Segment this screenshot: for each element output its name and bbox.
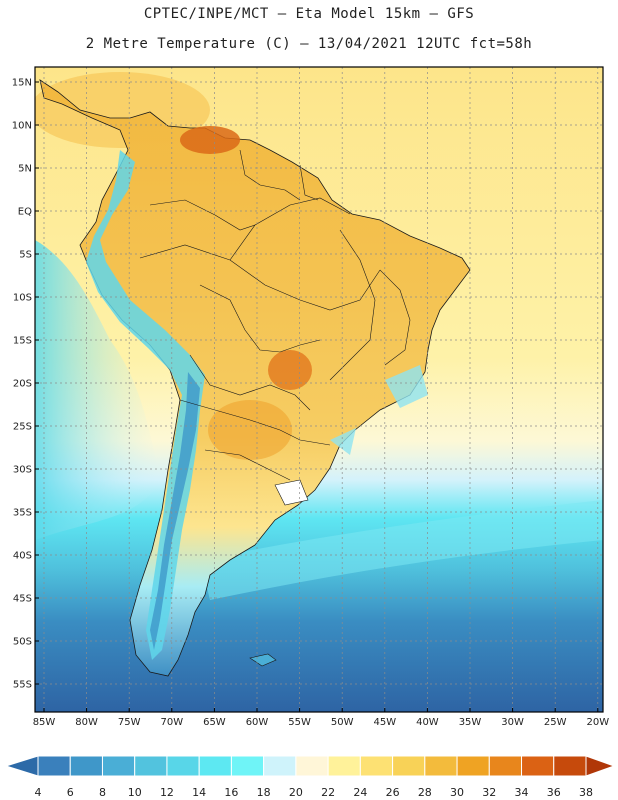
lon-label: 20W [586,717,609,728]
colorbar-label: 30 [450,786,464,799]
lon-label: 80W [75,717,98,728]
colorbar-swatch [488,755,523,777]
colorbar-swatch [166,755,200,777]
lat-label: 35S [13,508,32,519]
atlantic-band [200,500,603,600]
colorbar-swatch [456,755,490,777]
colorbar-label: 36 [547,786,561,799]
colorbar-swatch [69,755,103,777]
lat-label: 25S [13,422,32,433]
colorbar [4,755,616,777]
colorbar-label: 18 [257,786,271,799]
lat-label: EQ [18,207,32,218]
hotspot-pantanal [268,350,312,390]
lat-label: 5N [18,164,32,175]
lon-label: 25W [544,717,567,728]
lat-label: 10N [12,121,32,132]
colorbar-label: 8 [99,786,106,799]
colorbar-label: 12 [160,786,174,799]
lat-label: 30S [13,465,32,476]
lat-label: 55S [13,680,32,691]
lon-label: 50W [331,717,354,728]
andes-high-peaks [150,372,200,650]
lat-label: 15S [13,336,32,347]
lon-label: 55W [288,717,311,728]
colorbar-label: 32 [482,786,496,799]
lon-label: 70W [160,717,183,728]
lat-label: 40S [13,551,32,562]
colorbar-labels: 4 6 8 10 12 14 16 18 20 22 24 26 28 30 32 34 36 38 [35,786,594,799]
colorbar-swatch [521,755,555,777]
colorbar-swatch [230,755,265,777]
lat-label: 5S [19,250,32,261]
serra-cool [330,428,356,455]
colorbar-label: 20 [289,786,303,799]
lon-label: 30W [501,717,524,728]
colorbar-swatch [295,755,329,777]
colorbar-swatch [101,755,136,777]
colorbar-swatch [37,755,71,777]
colorbar-swatch [198,755,232,777]
colorbar-label: 6 [67,786,74,799]
colorbar-swatch [553,755,587,777]
lon-label: 35W [459,717,482,728]
lat-label: 15N [12,78,32,89]
andes-cold-strip [86,150,205,660]
colorbar-swatch [359,755,394,777]
falkland-islands [249,653,277,667]
colorbar-swatch [327,755,361,777]
field-title: 2 Metre Temperature (C) – 13/04/2021 12U… [85,36,533,52]
colorbar-label: 24 [353,786,367,799]
colorbar-label: 16 [224,786,238,799]
colorbar-label: 34 [515,786,529,799]
lat-label: 10S [13,293,32,304]
lat-label: 45S [13,594,32,605]
lat-label: 50S [13,637,32,648]
colorbar-label: 26 [386,786,400,799]
colorbar-swatch [134,755,168,777]
warm-chaco [208,400,292,460]
colorbar-max-arrow [585,755,616,777]
colorbar-swatch [263,755,297,777]
colorbar-swatch [392,755,426,777]
map-frame [34,66,604,713]
colorbar-label: 22 [321,786,335,799]
colorbar-label: 10 [128,786,142,799]
colorbar-label: 38 [579,786,593,799]
serra-mantiqueira-cool [385,365,428,408]
pacific-cool-water [35,240,160,540]
lon-label: 45W [373,717,396,728]
colorbar-swatch [424,755,458,777]
colorbar-label: 28 [418,786,432,799]
colorbar-label: 14 [192,786,206,799]
colorbar-min-arrow [4,755,39,777]
latitude-axis: 15N 10N 5N EQ 5S 10S 15S 20S 25S 30S 35S 40S 45S 50S 5… [12,78,39,691]
colorbar-label: 4 [35,786,42,799]
hotspot-venezuela [180,126,240,154]
lon-label: 75W [118,717,141,728]
lon-label: 60W [246,717,269,728]
longitude-axis: 85W 80W 75W 70W 65W 60W 55W 50W 45W 40W 35W 30W 25W 2… [33,708,609,728]
country-borders [139,149,411,481]
lat-label: 20S [13,379,32,390]
lon-label: 40W [416,717,439,728]
lon-label: 85W [33,717,56,728]
lon-label: 65W [203,717,226,728]
model-title: CPTEC/INPE/MCT – Eta Model 15km – GFS [143,6,475,22]
